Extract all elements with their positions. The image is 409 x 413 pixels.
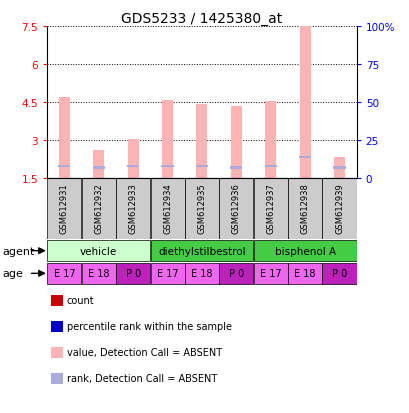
Text: rank, Detection Call = ABSENT: rank, Detection Call = ABSENT: [67, 373, 216, 383]
Bar: [127, 166, 139, 168]
Bar: [219, 263, 253, 284]
Bar: [81, 179, 115, 240]
Text: E 18: E 18: [88, 269, 109, 279]
Bar: [161, 166, 173, 168]
Bar: [59, 98, 70, 179]
Text: value, Detection Call = ABSENT: value, Detection Call = ABSENT: [67, 347, 221, 357]
Bar: [322, 263, 356, 284]
Bar: [333, 167, 345, 170]
Text: GSM612937: GSM612937: [265, 183, 274, 233]
Text: E 18: E 18: [191, 269, 212, 279]
Bar: [298, 157, 310, 159]
Bar: [93, 151, 104, 179]
Text: GSM612938: GSM612938: [300, 183, 309, 233]
Bar: [264, 166, 276, 168]
Text: GSM612939: GSM612939: [334, 183, 343, 233]
Bar: [333, 157, 344, 179]
Bar: [116, 179, 150, 240]
Bar: [47, 241, 150, 261]
Bar: [265, 102, 276, 179]
Title: GDS5233 / 1425380_at: GDS5233 / 1425380_at: [121, 12, 282, 26]
Bar: [253, 263, 287, 284]
Text: age: age: [2, 269, 23, 279]
Bar: [47, 179, 81, 240]
Bar: [81, 263, 115, 284]
Bar: [230, 107, 241, 179]
Text: GSM612936: GSM612936: [231, 183, 240, 233]
Text: count: count: [67, 295, 94, 305]
Text: vehicle: vehicle: [80, 246, 117, 256]
Text: diethylstilbestrol: diethylstilbestrol: [158, 246, 245, 256]
Bar: [184, 179, 218, 240]
Bar: [58, 166, 70, 168]
Bar: [150, 263, 184, 284]
Text: E 17: E 17: [54, 269, 75, 279]
Bar: [299, 27, 310, 179]
Text: P 0: P 0: [228, 269, 243, 279]
Text: GSM612931: GSM612931: [60, 183, 69, 233]
Text: GSM612933: GSM612933: [128, 183, 137, 233]
Bar: [322, 179, 356, 240]
Text: GSM612932: GSM612932: [94, 183, 103, 233]
Bar: [92, 167, 105, 170]
Text: P 0: P 0: [331, 269, 346, 279]
Bar: [253, 241, 356, 261]
Text: percentile rank within the sample: percentile rank within the sample: [67, 321, 231, 331]
Text: E 17: E 17: [156, 269, 178, 279]
Text: P 0: P 0: [125, 269, 140, 279]
Bar: [253, 179, 287, 240]
Bar: [196, 166, 207, 168]
Text: E 17: E 17: [259, 269, 281, 279]
Text: GSM612935: GSM612935: [197, 183, 206, 233]
Bar: [219, 179, 253, 240]
Bar: [150, 241, 253, 261]
Text: agent: agent: [2, 246, 34, 256]
Text: bisphenol A: bisphenol A: [274, 246, 335, 256]
Bar: [127, 140, 138, 179]
Bar: [196, 105, 207, 179]
Bar: [47, 263, 81, 284]
Bar: [288, 263, 321, 284]
Bar: [116, 263, 150, 284]
Text: E 18: E 18: [294, 269, 315, 279]
Bar: [150, 179, 184, 240]
Bar: [288, 179, 321, 240]
Bar: [162, 101, 173, 179]
Bar: [184, 263, 218, 284]
Bar: [230, 167, 242, 170]
Text: GSM612934: GSM612934: [163, 183, 172, 233]
